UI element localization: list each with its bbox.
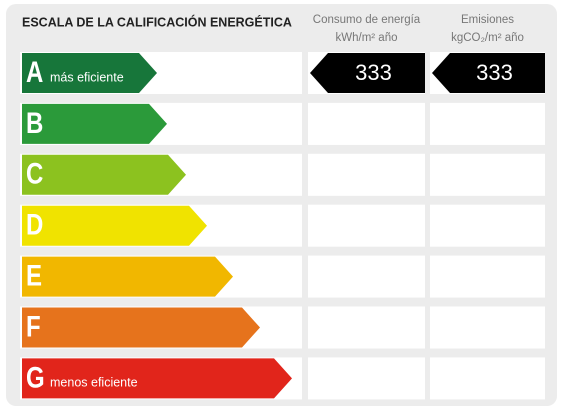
value-box (308, 255, 425, 298)
rating-letter: D (26, 207, 43, 241)
rating-arrow (22, 103, 167, 144)
rating-letter: G (26, 360, 45, 394)
rating-letter: F (26, 309, 41, 343)
value-text: 333 (476, 60, 513, 85)
rating-text: más eficiente (50, 70, 124, 84)
rating-arrow (22, 53, 157, 93)
value-box (430, 357, 545, 400)
value-text: 333 (355, 60, 392, 85)
rating-letter: C (26, 156, 43, 190)
value-box (430, 255, 545, 298)
column-title: Consumo de energía (313, 14, 421, 26)
value-box (430, 204, 545, 247)
rating-letter: A (26, 54, 43, 88)
value-box (308, 102, 425, 145)
rating-arrow (22, 154, 186, 195)
column-title: Emisiones (461, 14, 514, 26)
rating-text: menos eficiente (50, 376, 138, 390)
value-box (430, 306, 545, 349)
rating-arrow (22, 358, 292, 399)
value-box (308, 204, 425, 247)
column-unit: kWh/m² año (336, 32, 398, 44)
rating-letter: B (26, 105, 43, 139)
column-unit: kgCO₂/m² año (451, 32, 524, 44)
rating-arrow (22, 256, 233, 297)
rating-letter: E (26, 258, 42, 292)
value-arrow (310, 53, 425, 93)
value-box (430, 102, 545, 145)
value-box (308, 357, 425, 400)
value-box (308, 306, 425, 349)
value-box (308, 153, 425, 196)
rating-arrow (22, 307, 260, 348)
label-title: ESCALA DE LA CALIFICACIÓN ENERGÉTICA (22, 14, 292, 29)
value-box (430, 153, 545, 196)
value-arrow (432, 53, 545, 93)
rating-arrow (22, 205, 207, 246)
